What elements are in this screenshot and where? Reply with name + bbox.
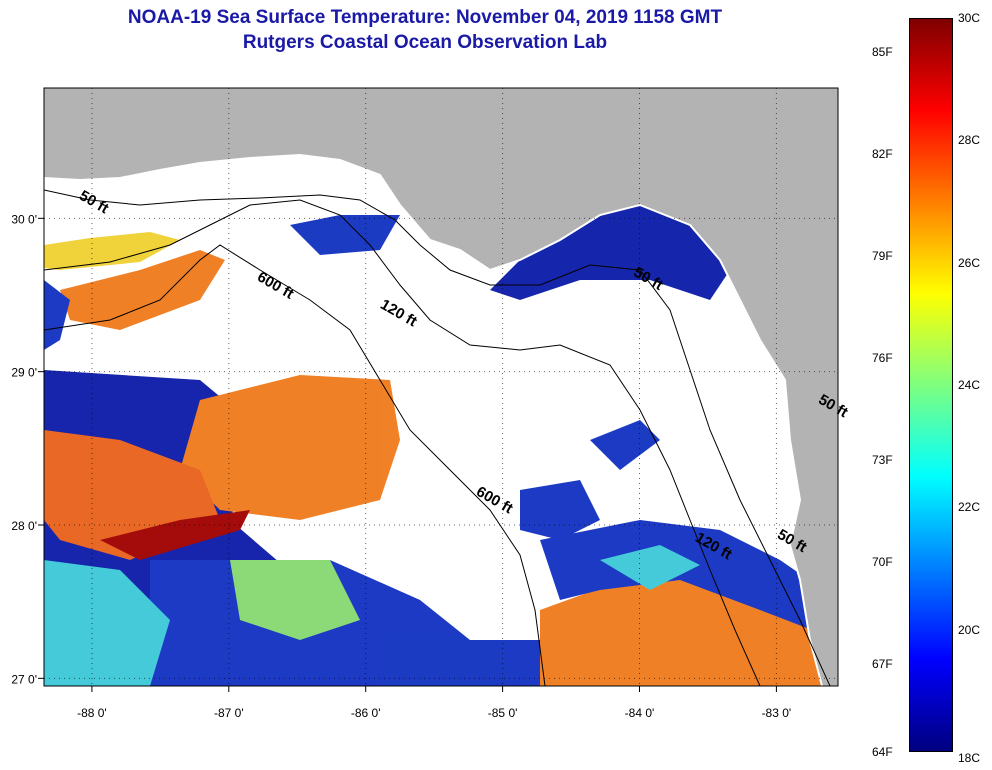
colorbar-fahrenheit-label: 79F xyxy=(872,248,893,263)
colorbar xyxy=(909,18,953,752)
sst-mix-southwest xyxy=(44,560,170,686)
sst-yellow-northwest xyxy=(44,232,180,270)
lon-tick-label: -84 0' xyxy=(625,706,655,720)
map-frame xyxy=(43,87,839,687)
colorbar-fahrenheit-label: 85F xyxy=(872,44,893,59)
colorbar-gradient xyxy=(910,19,952,751)
lat-tick-label: 29 0' xyxy=(11,366,37,380)
colorbar-celsius-label: 18C xyxy=(958,751,981,765)
sst-warm-central xyxy=(180,375,400,520)
colorbar-celsius-label: 30C xyxy=(958,11,981,25)
colorbar-fahrenheit-label: 64F xyxy=(872,745,893,759)
lon-tick-label: -87 0' xyxy=(214,706,244,720)
colorbar-fahrenheit-label: 70F xyxy=(872,554,893,569)
colorbar-celsius-label: 26C xyxy=(958,255,981,270)
lat-tick-label: 28 0' xyxy=(11,519,37,533)
sst-mix-southeast xyxy=(600,545,700,590)
lat-tick-label: 30 0' xyxy=(11,212,37,226)
sst-cold-shelf xyxy=(590,420,660,470)
longitude-ticks: -88 0' -87 0' -86 0' -85 0' -84 0' -83 0' xyxy=(77,686,791,720)
contour-600ft xyxy=(44,244,546,686)
land-mass xyxy=(44,88,838,686)
sst-warm-northwest xyxy=(60,250,225,330)
depth-contours xyxy=(44,189,831,686)
sst-cold-southeast xyxy=(540,520,838,640)
lon-tick-label: -83 0' xyxy=(762,706,792,720)
lon-tick-label: -85 0' xyxy=(488,706,518,720)
lon-tick-label: -88 0' xyxy=(77,706,107,720)
coastline xyxy=(44,153,823,686)
colorbar-celsius-label: 24C xyxy=(958,378,981,392)
lat-tick-label: 27 0' xyxy=(11,672,37,686)
sst-hot-streak xyxy=(100,510,250,560)
colorbar-fahrenheit-label: 76F xyxy=(872,350,893,365)
colorbar-celsius-label: 28C xyxy=(958,133,981,148)
colorbar-fahrenheit-label: 82F xyxy=(872,146,893,161)
map-title: NOAA-19 Sea Surface Temperature: Novembe… xyxy=(127,7,723,28)
colorbar-celsius-label: 22C xyxy=(958,500,981,515)
contour-120ft xyxy=(44,199,761,686)
contour-50ft xyxy=(44,189,831,686)
colorbar-celsius-label: 20C xyxy=(958,622,981,637)
map-subtitle: Rutgers Coastal Ocean Observation Lab xyxy=(242,32,608,53)
sst-cold-panhandle xyxy=(290,215,400,255)
sst-warm-southeast xyxy=(540,570,838,686)
sst-cold-northwest xyxy=(44,280,70,350)
sst-mix-south xyxy=(230,560,360,640)
colorbar-fahrenheit-label: 67F xyxy=(872,656,893,671)
latitude-ticks: 30 0' 29 0' 28 0' 27 0' xyxy=(11,212,44,686)
lon-tick-label: -86 0' xyxy=(351,706,381,720)
colorbar-fahrenheit-label: 73F xyxy=(872,452,893,467)
map-area xyxy=(44,88,838,686)
